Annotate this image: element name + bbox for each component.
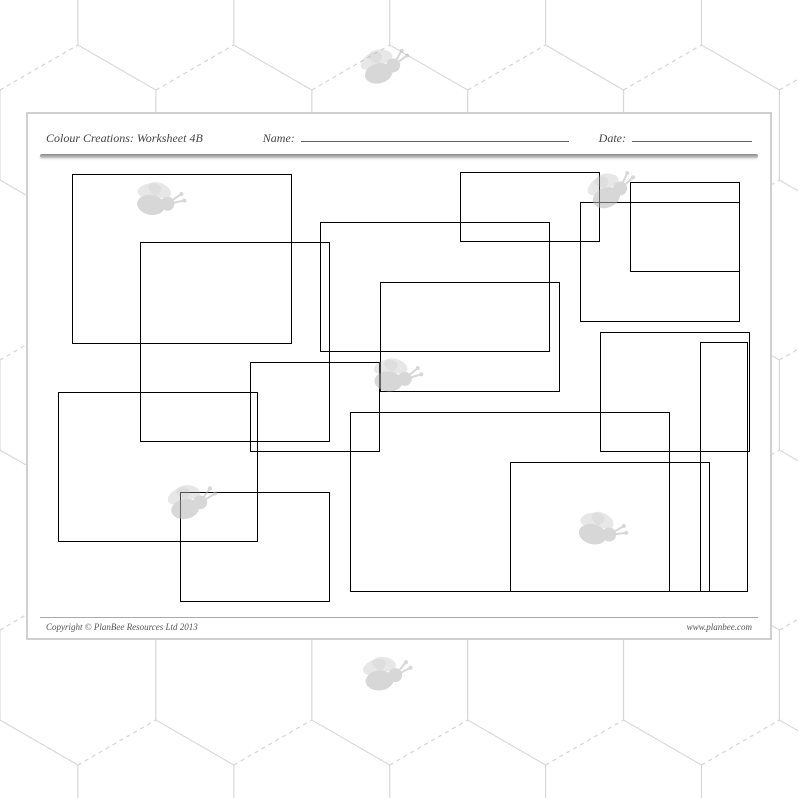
worksheet-title: Colour Creations: Worksheet 4B xyxy=(46,131,203,146)
bee-watermark-icon xyxy=(363,349,427,402)
overlap-rectangle xyxy=(630,182,740,272)
copyright-text: Copyright © PlanBee Resources Ltd 2013 xyxy=(46,622,198,632)
date-input-line[interactable] xyxy=(632,128,752,142)
bee-watermark-icon xyxy=(124,171,191,229)
worksheet-header: Colour Creations: Worksheet 4B Name: Dat… xyxy=(46,128,752,154)
date-label: Date: xyxy=(599,131,626,146)
worksheet-footer: Copyright © PlanBee Resources Ltd 2013 w… xyxy=(46,622,752,632)
bee-watermark-icon xyxy=(156,473,223,531)
name-input-line[interactable] xyxy=(301,128,569,142)
website-text: www.planbee.com xyxy=(687,622,752,632)
header-divider xyxy=(40,154,758,158)
overlap-rectangle xyxy=(250,362,380,452)
bee-watermark-icon xyxy=(353,647,417,700)
name-label: Name: xyxy=(263,131,295,146)
footer-divider xyxy=(40,617,758,618)
